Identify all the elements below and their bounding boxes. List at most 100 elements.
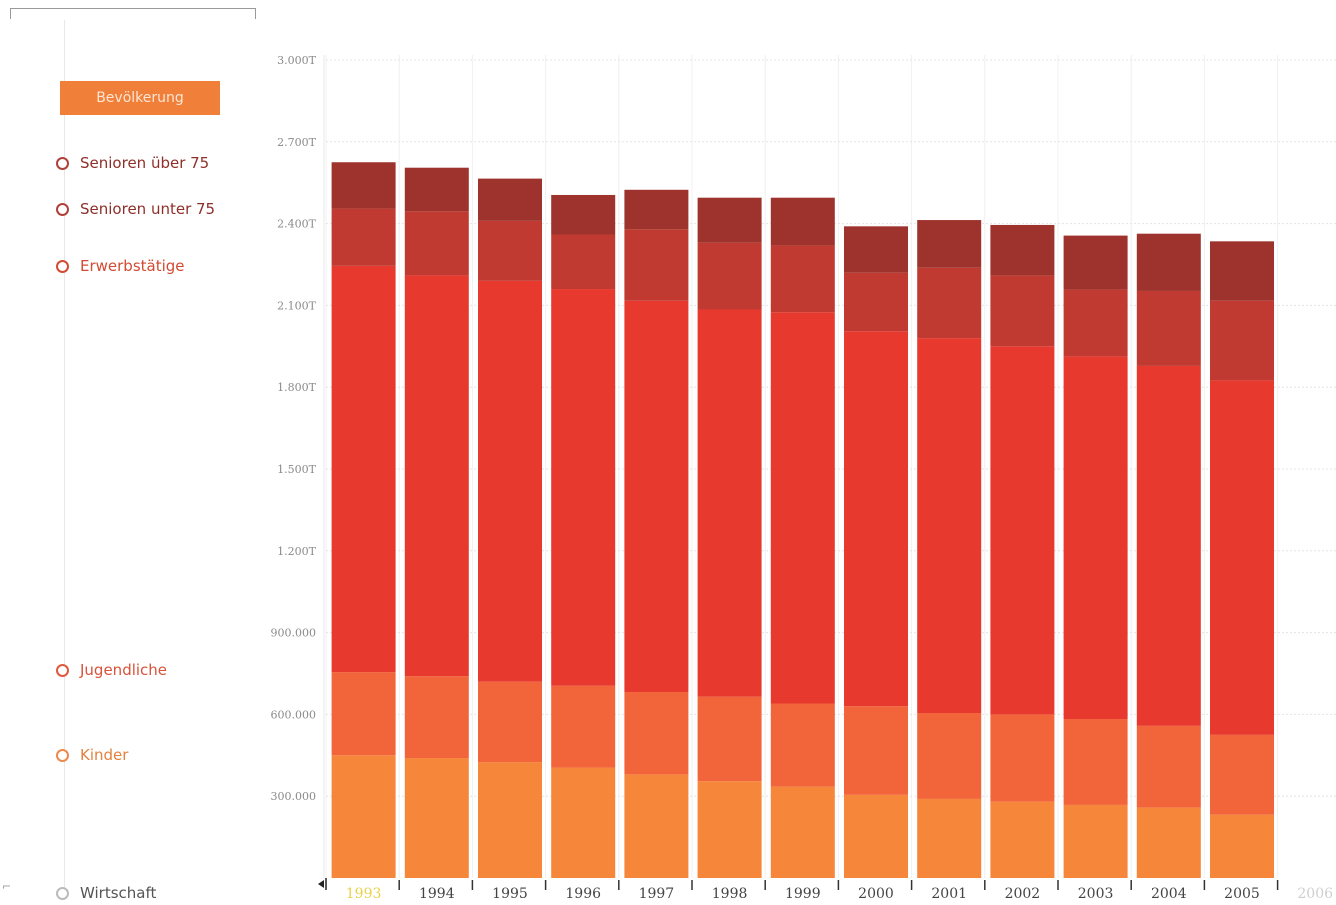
radio-ring-icon[interactable] (56, 202, 69, 216)
radio-ring-icon[interactable] (56, 748, 69, 762)
bar-segment[interactable] (331, 265, 396, 673)
bar-segment[interactable] (1136, 233, 1201, 291)
bar-segment[interactable] (1063, 804, 1128, 878)
x-tick-label[interactable]: 1998 (712, 886, 748, 902)
bar-segment[interactable] (624, 774, 689, 878)
bar-segment[interactable] (551, 685, 616, 768)
bar-segment[interactable] (1063, 719, 1128, 805)
legend-item-wirtschaft[interactable]: Wirtschaft (56, 883, 156, 903)
bar-segment[interactable] (1210, 241, 1274, 301)
bar-segment[interactable] (844, 331, 908, 707)
radio-ring-icon[interactable] (56, 259, 69, 273)
legend-item-senioren-unter-75[interactable]: Senioren unter 75 (56, 199, 215, 219)
x-tick-label[interactable]: 1993 (346, 886, 382, 902)
bar-segment[interactable] (697, 242, 762, 310)
bar-segment[interactable] (770, 245, 835, 313)
bar-segment[interactable] (917, 267, 982, 339)
x-tick-label[interactable]: 2006 (1297, 886, 1333, 902)
bar-segment[interactable] (1210, 380, 1274, 735)
bar-segment[interactable] (1063, 356, 1128, 720)
bar-segment[interactable] (1136, 365, 1201, 726)
bar-segment[interactable] (404, 758, 469, 878)
x-tick-label[interactable]: 2001 (931, 886, 967, 902)
x-tick-label[interactable]: 2003 (1078, 886, 1114, 902)
bar-segment[interactable] (624, 189, 689, 230)
legend-item-erwerbstaetige[interactable]: Erwerbstätige (56, 256, 185, 276)
bar-segment[interactable] (1210, 300, 1274, 381)
bar-segment[interactable] (1136, 807, 1201, 878)
x-tick-label[interactable]: 2004 (1151, 886, 1187, 902)
bar-segment[interactable] (1136, 725, 1201, 808)
bar-segment[interactable] (844, 226, 908, 273)
bar-segment[interactable] (844, 272, 908, 332)
x-tick-label[interactable]: 1994 (419, 886, 455, 902)
legend-item-jugendliche[interactable]: Jugendliche (56, 660, 167, 680)
bar-segment[interactable] (331, 672, 396, 756)
x-tick-label[interactable]: 1996 (565, 886, 601, 902)
y-tick-label: 2.400T (277, 218, 316, 231)
bar-segment[interactable] (404, 275, 469, 677)
bar-segment[interactable] (331, 208, 396, 266)
y-tick-label: 1.800T (277, 381, 316, 394)
bar-segment[interactable] (1210, 734, 1274, 815)
bar-segment[interactable] (697, 197, 762, 243)
bar-segment[interactable] (551, 234, 616, 290)
bar-segment[interactable] (770, 703, 835, 787)
bar-segment[interactable] (917, 798, 982, 878)
bar-segment[interactable] (404, 167, 469, 212)
bar-segment[interactable] (990, 224, 1055, 276)
bar-segment[interactable] (551, 194, 616, 235)
category-button-bevoelkerung[interactable]: Bevölkerung (60, 81, 220, 115)
bar-segment[interactable] (770, 312, 835, 704)
bar-segment[interactable] (1136, 290, 1201, 366)
x-tick-label[interactable]: 2002 (1005, 886, 1041, 902)
bar-segment[interactable] (697, 696, 762, 782)
legend-item-kinder[interactable]: Kinder (56, 745, 128, 765)
bar-segment[interactable] (478, 178, 542, 221)
bar-segment[interactable] (917, 220, 982, 268)
bar-segment[interactable] (917, 713, 982, 799)
x-tick-label[interactable]: 1999 (785, 886, 821, 902)
bar-segment[interactable] (404, 676, 469, 759)
bar-segment[interactable] (844, 794, 908, 878)
bar-segment[interactable] (990, 275, 1055, 347)
bar-segment[interactable] (331, 162, 396, 209)
bar-segment[interactable] (697, 781, 762, 878)
bar-segment[interactable] (624, 300, 689, 693)
bar-segment[interactable] (404, 211, 469, 276)
x-tick-label[interactable]: 2005 (1224, 886, 1260, 902)
bar-segment[interactable] (770, 197, 835, 246)
radio-ring-icon[interactable] (56, 663, 69, 677)
y-tick-label: 600.000 (271, 708, 317, 721)
bar-segment[interactable] (551, 767, 616, 878)
bar-segment[interactable] (770, 786, 835, 878)
x-tick-label[interactable]: 2000 (858, 886, 894, 902)
bar-segment[interactable] (990, 346, 1055, 715)
radio-ring-icon[interactable] (56, 886, 69, 900)
bar-segment[interactable] (624, 692, 689, 775)
bar-segment[interactable] (624, 229, 689, 301)
bar-segment[interactable] (990, 801, 1055, 878)
bar-segment[interactable] (551, 289, 616, 686)
bar-segment[interactable] (917, 338, 982, 714)
bar-segment[interactable] (478, 681, 542, 763)
legend-item-senioren-ueber-75[interactable]: Senioren über 75 (56, 153, 209, 173)
bar-segment[interactable] (478, 280, 542, 682)
legend-label: Senioren über 75 (80, 154, 210, 172)
bar-segment[interactable] (331, 755, 396, 878)
x-tick-label[interactable]: 1995 (492, 886, 528, 902)
y-tick-label: 300.000 (271, 790, 317, 803)
bar-segment[interactable] (990, 714, 1055, 802)
x-tick-label[interactable]: 1997 (639, 886, 675, 902)
panel-frame (10, 8, 256, 19)
bar-segment[interactable] (844, 706, 908, 795)
bar-segment[interactable] (478, 762, 542, 878)
bar-segment[interactable] (478, 220, 542, 281)
scroll-left-icon[interactable] (318, 880, 324, 888)
bar-segment[interactable] (1210, 814, 1274, 878)
bar-segment[interactable] (1063, 235, 1128, 290)
bar-segment[interactable] (1063, 289, 1128, 357)
bar-segment[interactable] (697, 309, 762, 697)
radio-ring-icon[interactable] (56, 156, 69, 170)
